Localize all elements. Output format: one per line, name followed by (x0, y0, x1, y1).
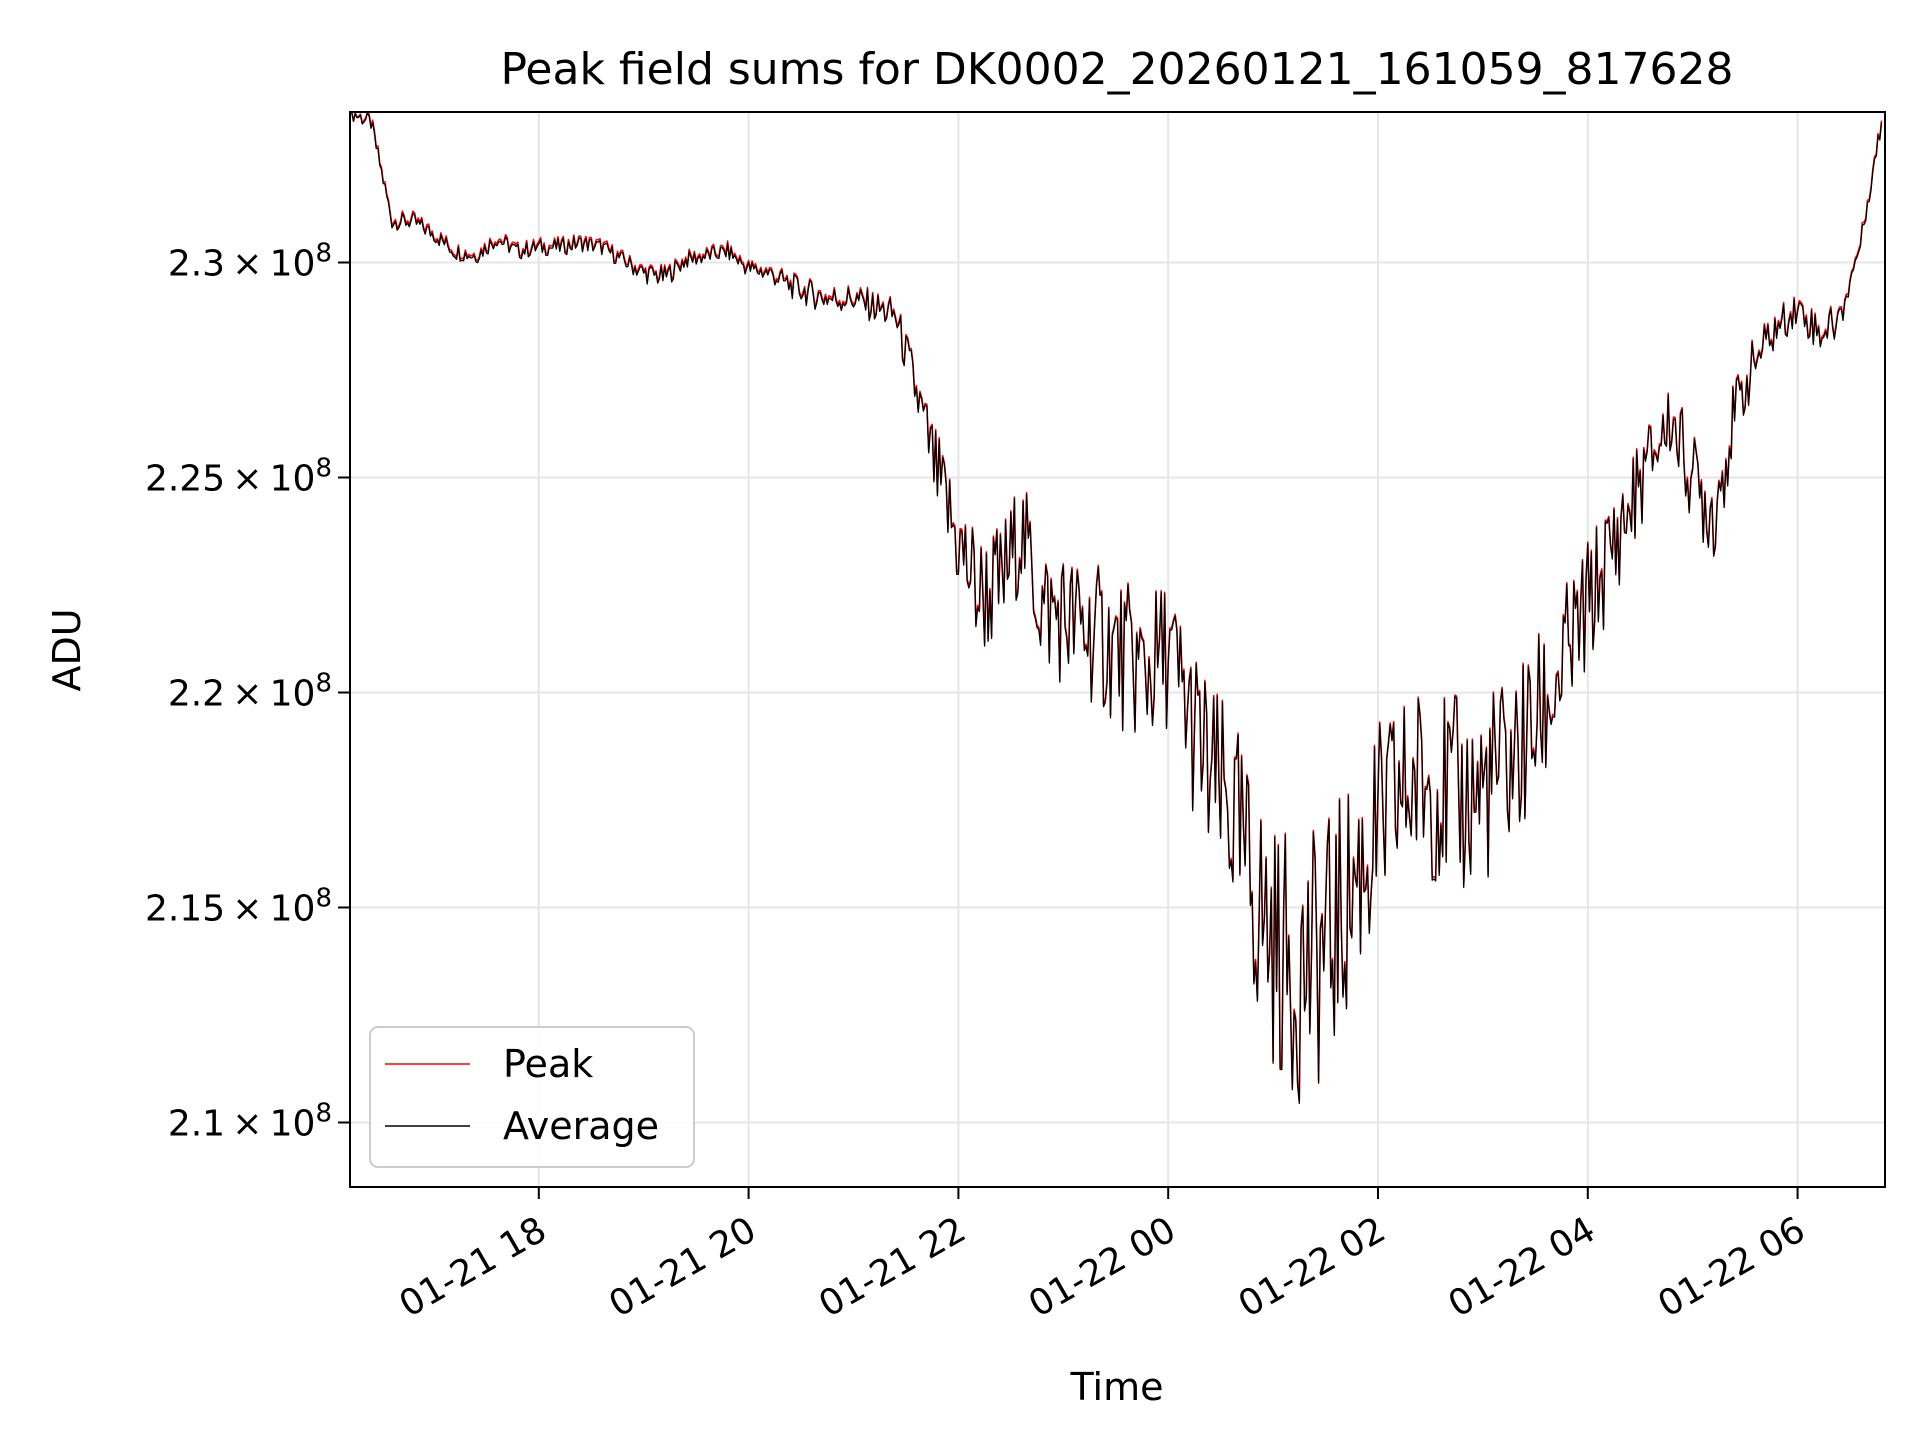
y-tick-label: 2.1 × 108 (168, 1099, 332, 1145)
legend: Peak Average (369, 1026, 695, 1168)
y-tick-label: 2.25 × 108 (145, 454, 332, 500)
y-axis-label: ADU (45, 608, 89, 691)
plot-frame (349, 111, 1886, 1188)
x-axis-label: Time (1070, 1365, 1164, 1409)
y-tick-label: 2.2 × 108 (168, 669, 332, 715)
legend-label-peak: Peak (503, 1042, 593, 1086)
y-tick-label: 2.3 × 108 (168, 239, 332, 285)
series-layer (350, 111, 1883, 1104)
series-line-average (350, 111, 1883, 1104)
legend-box (369, 1026, 695, 1168)
legend-label-average: Average (503, 1104, 659, 1148)
chart-title: Peak field sums for DK0002_20260121_1610… (500, 44, 1733, 95)
y-tick-label: 2.15 × 108 (145, 884, 332, 930)
y-axis: 2.1 × 108 2.15 × 108 2.2 × 108 2.25 × 108 2.… (145, 239, 350, 1145)
